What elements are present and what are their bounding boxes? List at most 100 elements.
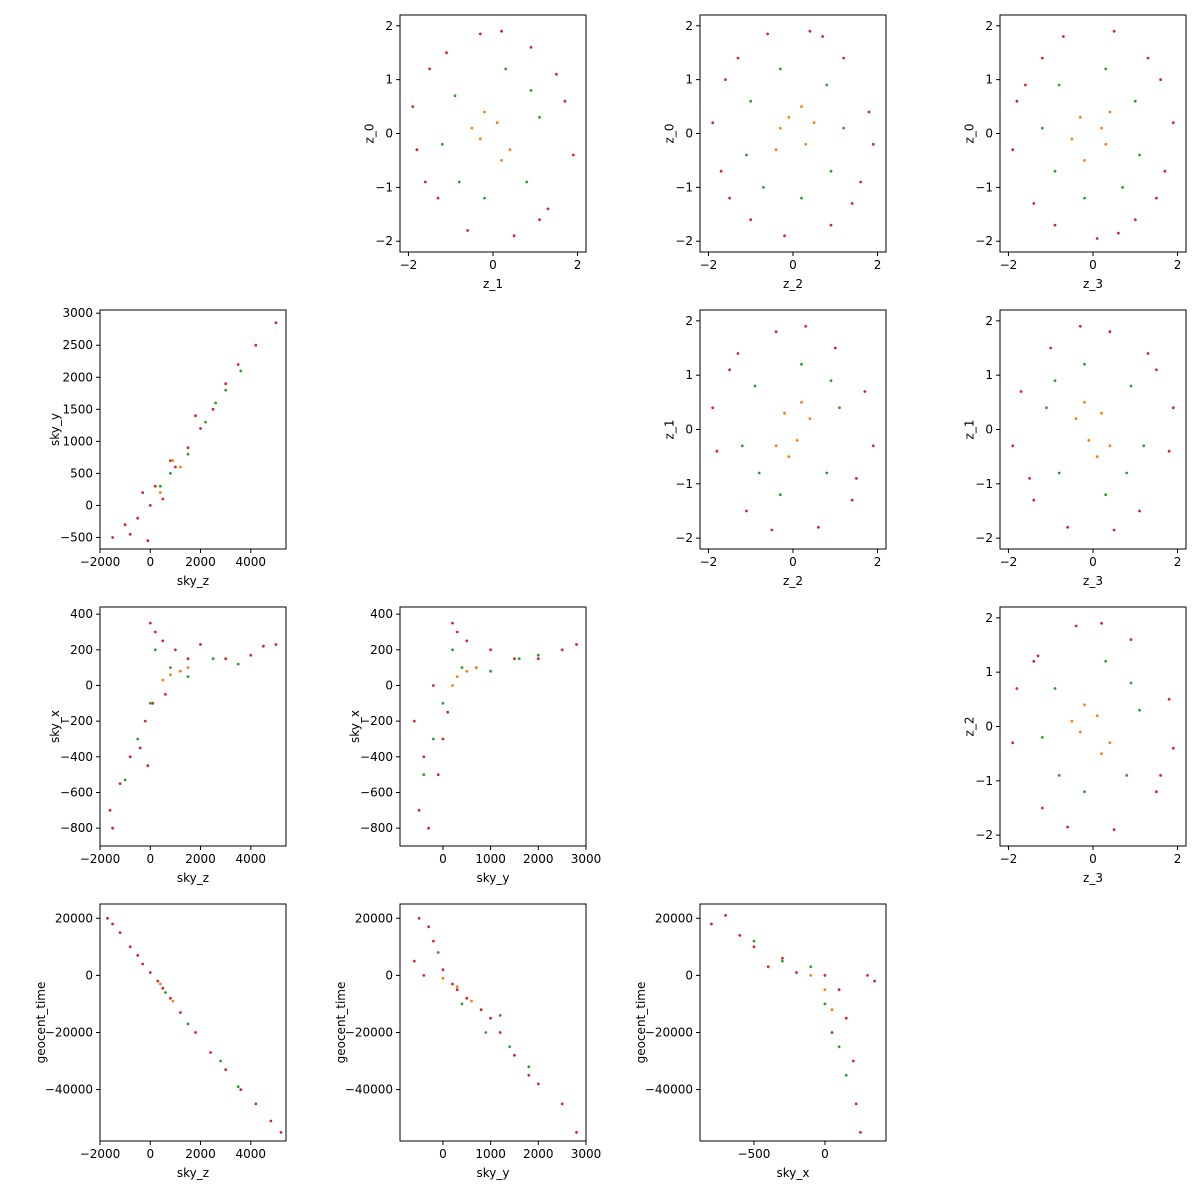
data-point-inner [451,684,454,687]
y-tick-label: −40000 [645,1083,693,1097]
data-point-middle [508,1045,512,1049]
data-point-outer [1167,697,1171,701]
data-point-middle [1125,471,1129,475]
scatter-panel-r3c1: 0 1000 2000 3000 −40000 −20000 0 20000 sky_y geoc… [334,903,601,1180]
y-tick-label: −800 [60,821,93,835]
data-point-outer [513,1053,516,1057]
data-point-outer [1167,449,1171,453]
data-point-outer [527,1073,531,1077]
data-point-outer [1032,659,1036,663]
data-point-outer [446,710,450,714]
data-point-outer [866,974,869,977]
data-point-inner [800,400,803,404]
data-point-outer [871,444,875,448]
data-point-middle [745,153,748,157]
data-point-inner [186,666,190,669]
data-point-middle [451,648,454,652]
y-tick-label: 0 [685,127,693,141]
data-point-outer [153,630,157,634]
data-point-outer [536,657,540,661]
data-point-outer [441,968,445,972]
data-point-outer [161,986,165,990]
axes-frame [99,903,287,1142]
y-tick-label: 0 [85,968,93,982]
data-point-middle [239,369,243,373]
data-point-outer [1112,828,1116,832]
data-point-inner [1100,126,1103,130]
data-point-outer [209,1051,213,1054]
scatter-panel-r2c1: 0 1000 2000 3000 −800 −600 −400 −200 0 200 400 sky_… [348,606,602,885]
y-tick-label: −20000 [345,1025,393,1039]
y-tick-label: 1500 [62,402,93,416]
data-point-outer [169,996,172,1000]
data-point-middle [536,653,540,657]
data-point-outer [829,223,833,227]
data-point-middle [809,965,813,969]
scatter-panel-r2c0: −2000 0 2000 4000−800−600−400−2000200400sky… [48,606,287,885]
data-point-outer [745,509,748,513]
data-point-outer [451,982,454,986]
data-point-outer [859,180,862,184]
data-point-outer [479,1008,483,1012]
data-point-outer [254,1102,258,1106]
x-tick-label: −2 [700,555,718,569]
data-point-middle [757,471,761,475]
y-axis-label: sky_x [48,710,62,743]
data-point-outer [417,916,421,920]
data-point-outer [279,1131,283,1134]
data-point-outer [108,808,112,812]
x-tick-label: 4000 [236,1147,267,1161]
data-point-inner [171,459,175,462]
data-point-inner [465,669,469,673]
data-point-middle [829,379,833,382]
data-point-outer [455,630,459,634]
x-tick-label: −2000 [80,555,121,569]
x-tick-label: −2 [1000,258,1018,272]
x-axis-label: z_2 [783,574,803,588]
y-tick-label: 500 [70,466,93,480]
data-point-middle [740,444,744,448]
data-point-inner [1095,455,1099,459]
data-point-outer [529,45,533,49]
data-point-outer [432,684,435,687]
data-point-middle [186,675,190,678]
data-point-outer [436,773,440,777]
data-point-outer [855,477,858,480]
data-point-middle [440,142,444,146]
data-point-outer [833,346,837,350]
x-axis-label: sky_z [177,871,209,885]
x-tick-label: 0 [489,258,497,272]
data-point-outer [1062,35,1065,38]
y-tick-label: 0 [85,678,93,692]
x-tick-label: 4000 [236,555,267,569]
data-point-outer [1032,202,1036,205]
axes-frame [399,14,587,253]
data-point-middle [1083,362,1086,366]
data-point-inner [169,673,172,677]
data-point-middle [211,657,215,661]
data-point-middle [136,737,140,741]
data-point-outer [161,497,165,501]
x-tick-label: 3000 [571,852,602,866]
data-point-outer [512,234,516,238]
y-tick-label: −800 [360,821,393,835]
data-point-inner [1083,159,1086,162]
data-point-inner [1070,137,1074,141]
data-point-outer [823,974,827,977]
x-tick-label: −2000 [80,1147,121,1161]
data-point-outer [199,427,202,430]
data-point-outer [808,29,812,33]
data-point-middle [123,778,127,782]
data-point-middle [1083,196,1086,200]
data-point-outer [1028,477,1031,480]
data-point-outer [236,363,240,366]
points-group [1011,621,1175,832]
y-tick-label: 0 [685,968,693,982]
points-group [412,621,578,830]
data-point-middle [236,662,240,666]
data-point-middle [460,1002,464,1006]
data-point-middle [489,669,492,673]
data-point-middle [838,406,841,410]
y-tick-label: 1 [985,665,993,679]
data-point-middle [1129,384,1133,388]
